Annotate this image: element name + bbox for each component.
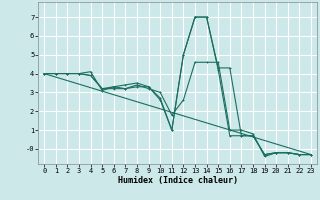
- X-axis label: Humidex (Indice chaleur): Humidex (Indice chaleur): [118, 176, 238, 185]
